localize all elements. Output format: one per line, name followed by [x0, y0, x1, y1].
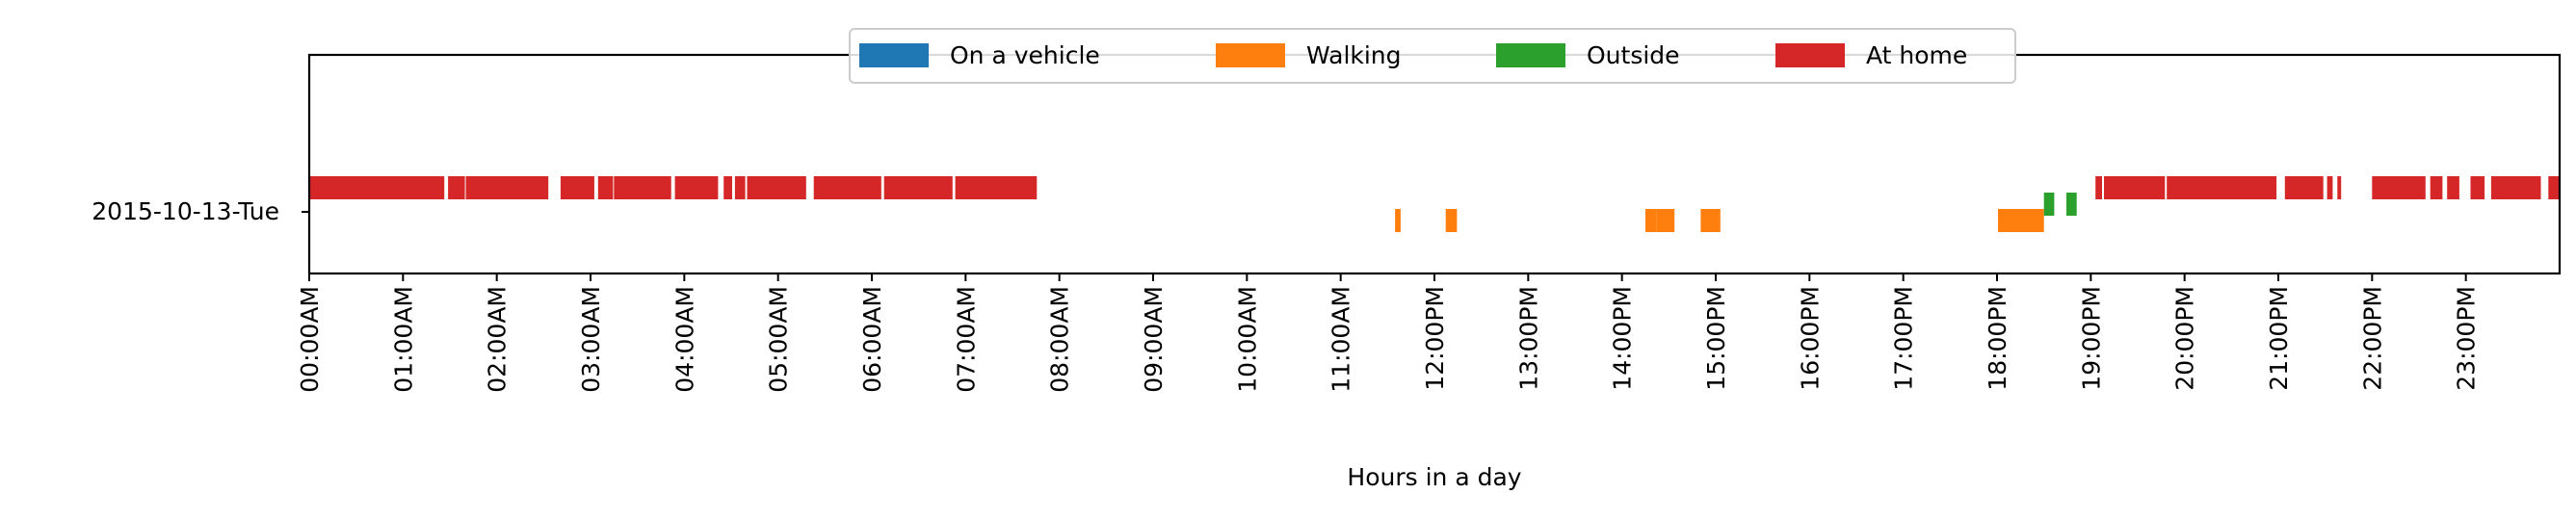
activity-bar — [734, 176, 746, 199]
x-tick-label: 23:00PM — [2453, 286, 2481, 391]
activity-bar — [2326, 176, 2333, 199]
row-label: 2015-10-13-Tue — [92, 197, 279, 225]
legend-swatch — [1496, 43, 1565, 67]
x-tick-label: 09:00AM — [1140, 286, 1168, 393]
legend: On a vehicle Walking Outside At home — [849, 28, 2016, 84]
activity-bar — [674, 176, 719, 199]
x-tick-label: 14:00PM — [1609, 286, 1637, 391]
legend-label: At home — [1866, 41, 1967, 69]
activity-bar — [1700, 209, 1721, 232]
activity-bar — [2548, 176, 2560, 199]
activity-bar — [2066, 193, 2077, 216]
activity-bar — [309, 176, 445, 199]
x-tick-label: 19:00PM — [2077, 286, 2105, 391]
x-tick-label: 18:00PM — [1984, 286, 2011, 391]
activity-bar — [2043, 193, 2055, 216]
x-tick-label: 11:00AM — [1327, 286, 1355, 393]
activity-bar — [1998, 209, 2044, 232]
x-tick-label: 13:00PM — [1514, 286, 1542, 391]
activity-bar — [2095, 176, 2102, 199]
x-axis-ticks: 00:00AM 01:00AM 02:00AM 03:00AM 04:00AM 05:00… — [296, 273, 2481, 393]
legend-swatch — [1216, 43, 1285, 67]
x-tick-label: 08:00AM — [1046, 286, 1074, 393]
x-tick-label: 20:00PM — [2171, 286, 2199, 391]
x-tick-label: 15:00PM — [1702, 286, 1730, 391]
activity-bar — [614, 176, 671, 199]
legend-box — [849, 28, 2016, 84]
x-tick-label: 12:00PM — [1421, 286, 1449, 391]
legend-label: Walking — [1306, 41, 1402, 69]
x-tick-label: 07:00AM — [952, 286, 980, 393]
activity-bar — [560, 176, 594, 199]
activity-bar — [2470, 176, 2485, 199]
legend-swatch — [1775, 43, 1845, 67]
activity-bar — [2167, 176, 2277, 199]
activity-bar — [2490, 176, 2541, 199]
activity-bar — [2337, 176, 2342, 199]
activity-bar — [1445, 209, 1458, 232]
x-tick-label: 17:00PM — [1890, 286, 1918, 391]
activity-bar — [883, 176, 953, 199]
activity-bar — [2430, 176, 2443, 199]
activity-bar — [1656, 209, 1675, 232]
activity-bar — [597, 176, 614, 199]
legend-items: On a vehicle Walking Outside At home — [859, 41, 1967, 69]
activity-bar — [2104, 176, 2166, 199]
legend-label: Outside — [1587, 41, 1680, 69]
activity-bar — [2372, 176, 2426, 199]
x-tick-label: 05:00AM — [765, 286, 793, 393]
x-tick-label: 16:00PM — [1796, 286, 1824, 391]
x-tick-label: 02:00AM — [484, 286, 512, 393]
activity-bar — [813, 176, 881, 199]
activity-bar — [2284, 176, 2324, 199]
activity-bar — [723, 176, 732, 199]
activity-bar — [1645, 209, 1657, 232]
bars-layer — [309, 176, 2560, 232]
x-tick-label: 21:00PM — [2265, 286, 2293, 391]
x-tick-label: 04:00AM — [670, 286, 698, 393]
activity-bar — [1395, 209, 1401, 232]
legend-label: On a vehicle — [950, 41, 1100, 69]
x-axis-label: Hours in a day — [1347, 463, 1521, 491]
activity-bar — [2447, 176, 2459, 199]
activity-bar — [955, 176, 1038, 199]
x-tick-label: 22:00PM — [2358, 286, 2386, 391]
activity-bar — [448, 176, 465, 199]
x-tick-label: 06:00AM — [858, 286, 886, 393]
x-tick-label: 00:00AM — [296, 286, 324, 393]
x-tick-label: 10:00AM — [1233, 286, 1261, 393]
legend-swatch — [859, 43, 929, 67]
activity-bar — [747, 176, 806, 199]
x-tick-label: 03:00AM — [577, 286, 605, 393]
x-tick-label: 01:00AM — [389, 286, 417, 393]
activity-bar — [465, 176, 549, 199]
